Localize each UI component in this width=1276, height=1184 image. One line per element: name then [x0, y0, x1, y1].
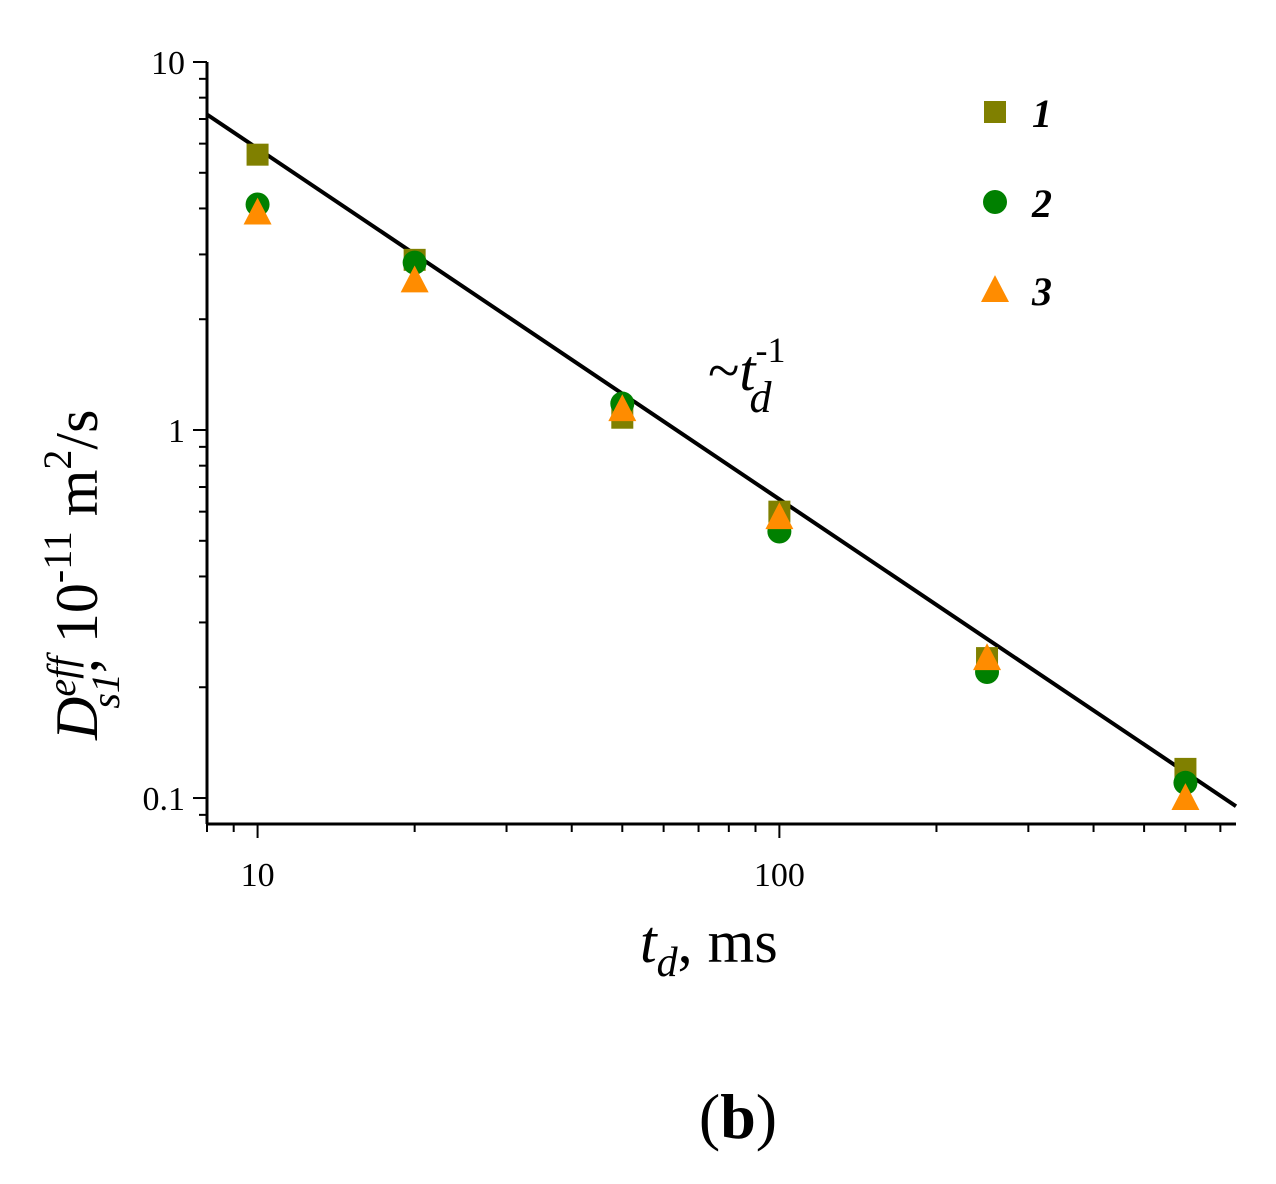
series-2-point [1173, 770, 1198, 795]
series-3-point [765, 502, 794, 530]
y-axis-title-main: D [44, 697, 110, 741]
fit-annotation: ~t-1 d [708, 330, 786, 422]
panel-label: (b) [699, 1081, 777, 1152]
fit-annotation-sub: d [750, 373, 773, 422]
y-axis-title-unit-rest: /s [44, 410, 110, 450]
legend-label-1: 1 [1032, 91, 1052, 136]
series-3-point [243, 197, 272, 225]
x-ticks: 10 100 [206, 824, 1222, 894]
panel-label-letter: b [720, 1081, 756, 1152]
y-axis-title: Deffs1, 10-11 m2/s [35, 410, 128, 741]
y-axis-title-rest: , 10 [44, 583, 110, 673]
legend-label-2: 2 [1031, 181, 1052, 226]
y-axis-title-unit: m [44, 470, 110, 532]
y-axis-title-sub: s1 [83, 673, 128, 709]
y-tick-label: 10 [151, 45, 185, 82]
x-tick-label: 10 [241, 857, 275, 894]
fit-annotation-main: t [739, 338, 757, 403]
panel-label-open: ( [699, 1081, 720, 1152]
legend-marker-1 [984, 101, 1006, 123]
series-2-point [402, 250, 427, 275]
fit-annotation-sup: -1 [756, 330, 786, 370]
y-ticks: 0.1 1 10 [143, 45, 207, 818]
legend-marker-2 [983, 190, 1007, 214]
fit-line-group [205, 112, 1238, 808]
legend-marker-3 [981, 275, 1009, 302]
series-1-point [246, 143, 269, 166]
data-markers [243, 143, 1200, 811]
y-tick-label: 0.1 [143, 781, 186, 818]
y-axis-title-sup: eff [39, 652, 84, 697]
series-3-point [608, 394, 637, 422]
x-axis-title: td, ms [640, 909, 778, 986]
legend-label-3: 3 [1031, 269, 1052, 314]
panel-label-close: ) [756, 1081, 777, 1152]
series-3-point [1171, 783, 1200, 811]
x-axis-title-sub: d [657, 940, 679, 986]
x-tick-label: 100 [754, 857, 805, 894]
x-axis-title-rest: , ms [678, 909, 778, 975]
y-tick-label: 1 [168, 413, 185, 450]
series-3-point [400, 265, 429, 293]
plot-frame [205, 62, 1236, 826]
x-axis-title-main: t [640, 909, 658, 975]
series-3-point [973, 643, 1002, 671]
fit-line [205, 112, 1238, 808]
y-axis-title-unit-sup: 2 [35, 450, 80, 470]
legend: 1 2 3 [981, 91, 1052, 314]
fit-annotation-tilde: ~ [708, 338, 739, 403]
y-axis-title-exp: -11 [35, 531, 80, 583]
